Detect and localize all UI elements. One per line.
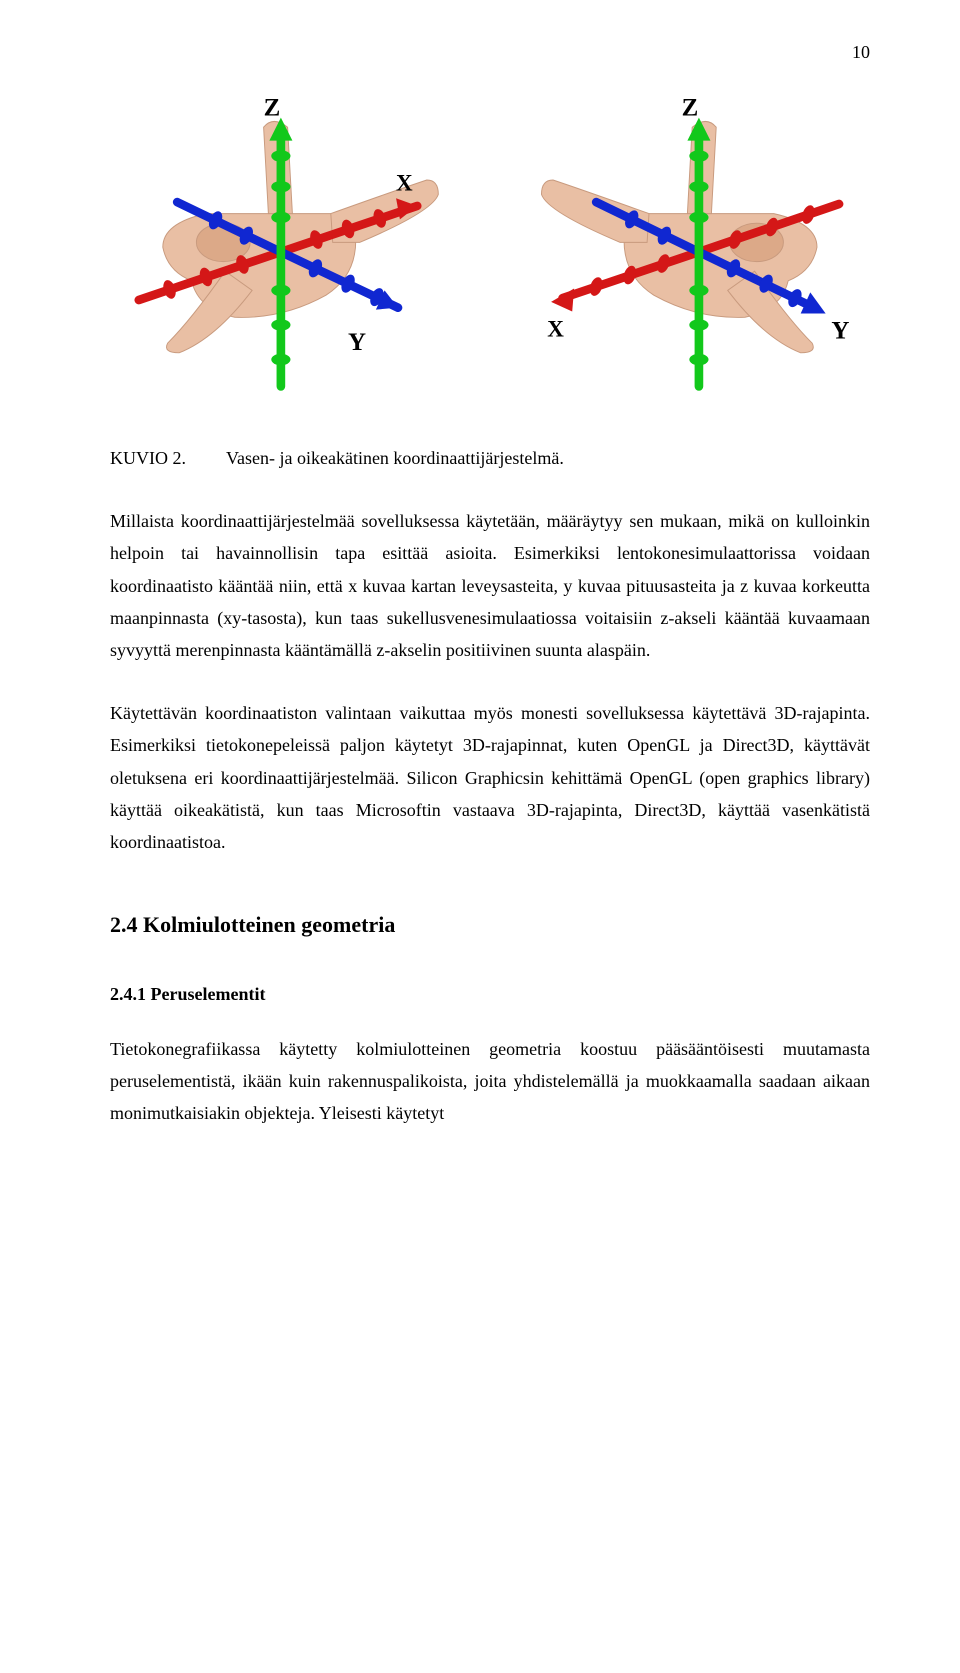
figure-caption: KUVIO 2. Vasen- ja oikeakätinen koordinaa…: [110, 442, 870, 474]
subsection-heading: 2.4.1 Peruselementit: [110, 978, 870, 1010]
page-number: 10: [110, 36, 870, 68]
paragraph-1: Millaista koordinaattijärjestelmää sovel…: [110, 505, 870, 667]
section-heading: 2.4 Kolmiulotteinen geometria: [110, 905, 870, 945]
paragraph-3: Tietokonegrafiikassa käytetty kolmiulott…: [110, 1033, 870, 1130]
figure-container: Z X Y: [110, 92, 870, 412]
figure-right-panel: Z X Y: [505, 92, 870, 412]
y-label-left: Y: [348, 329, 366, 356]
caption-text: Vasen- ja oikeakätinen koordinaattijärje…: [226, 448, 564, 468]
right-hand-axes-diagram: Z X Y: [505, 92, 870, 412]
x-label-right: X: [547, 316, 564, 342]
z-label-right: Z: [682, 95, 699, 122]
paragraph-2: Käytettävän koordinaatiston valintaan va…: [110, 697, 870, 859]
figure-left-panel: Z X Y: [110, 92, 475, 412]
y-label-right: Y: [832, 318, 850, 345]
x-label-left: X: [396, 170, 413, 196]
z-label-left: Z: [264, 95, 281, 122]
left-hand-axes-diagram: Z X Y: [110, 92, 475, 412]
caption-label: KUVIO 2.: [110, 448, 186, 468]
